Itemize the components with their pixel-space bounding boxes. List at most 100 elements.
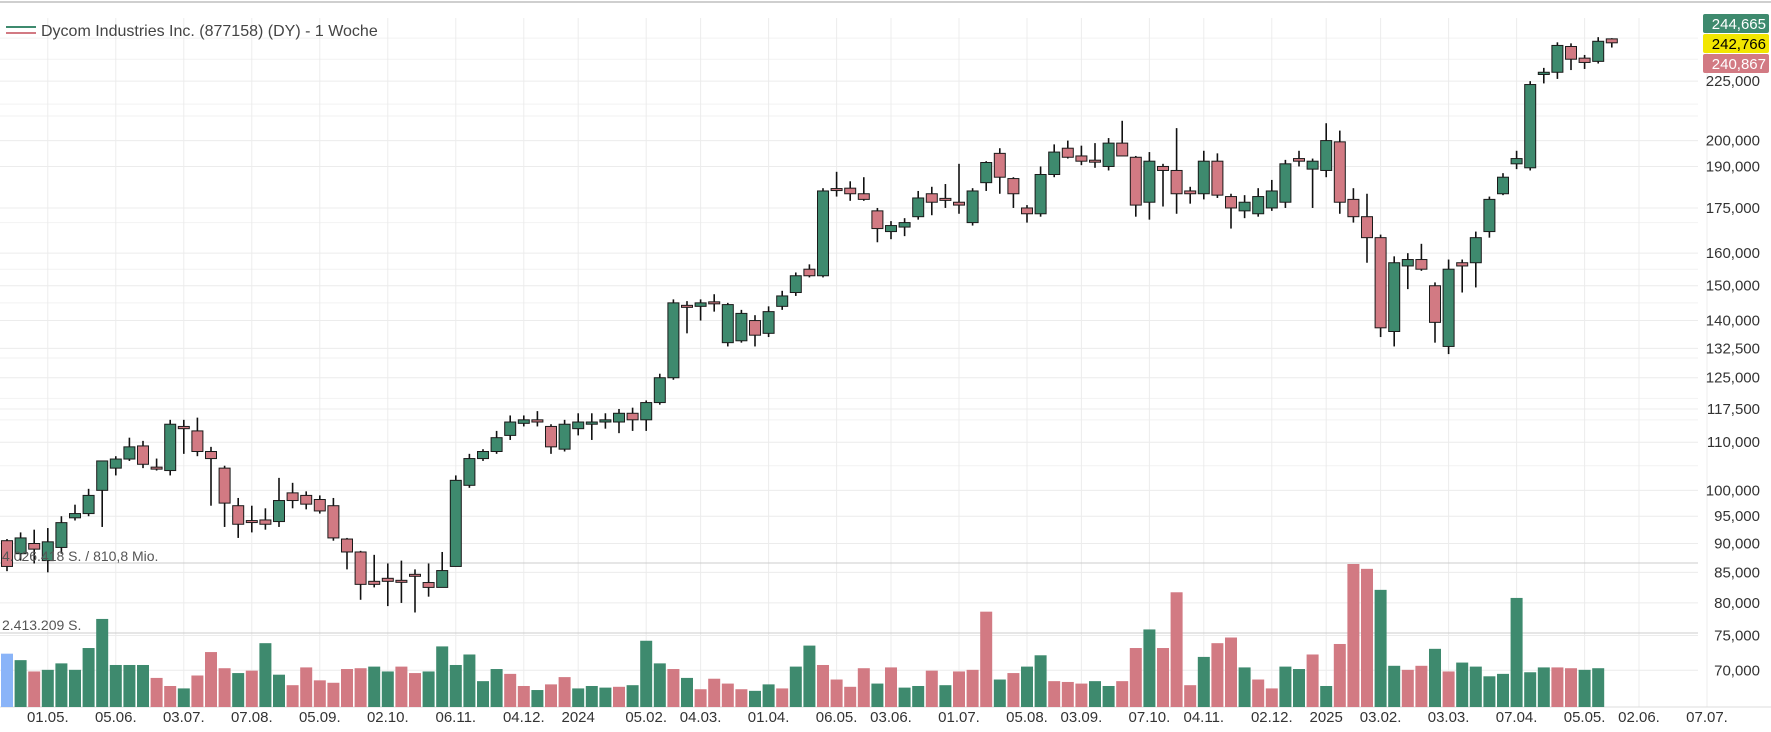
x-tick-label: 05.02. (625, 709, 667, 726)
volume-bar (449, 664, 462, 707)
candle-body (463, 458, 476, 486)
volume-bar (1238, 667, 1251, 707)
candle-body (1129, 156, 1142, 206)
volume-bar (177, 688, 190, 707)
volume-bar (381, 671, 394, 707)
y-tick-label: 100,000 (1706, 482, 1760, 499)
candle-body (980, 162, 993, 184)
y-tick-label: 110,000 (1707, 434, 1760, 451)
volume-bar (694, 689, 707, 707)
candle-body (871, 210, 884, 230)
candle-body (844, 187, 857, 195)
candle-body (1429, 285, 1441, 323)
volume-bar (531, 690, 544, 707)
x-tick-label: 02.10. (367, 709, 409, 726)
candle-body (1021, 207, 1033, 215)
candle-body (708, 301, 721, 305)
candle-body (177, 425, 190, 430)
volume-bar (939, 685, 952, 707)
volume-bar (708, 678, 721, 707)
volume-bar (1211, 643, 1224, 707)
candle-body (585, 421, 598, 425)
legend-title: Dycom Industries Inc. (877158) (DY) - 1 … (41, 23, 378, 40)
candle-body (599, 419, 612, 423)
volume-bar (1089, 681, 1101, 707)
volume-bar (354, 668, 367, 707)
candle-body (1238, 201, 1251, 212)
volume-bar (1265, 688, 1278, 707)
volume-bar (803, 645, 816, 707)
volume-bar (1442, 671, 1455, 707)
candle-body (1197, 160, 1210, 195)
y-tick-label: 117,500 (1707, 401, 1760, 418)
candle-body (830, 188, 843, 192)
grid-layer (0, 1, 1771, 708)
y-tick-label: 150,000 (1706, 278, 1760, 295)
candle-body (164, 423, 177, 472)
x-tick-label: 01.07. (938, 709, 980, 726)
volume-bar (817, 664, 829, 707)
chart-legend[interactable]: Dycom Industries Inc. (877158) (DY) - 1 … (6, 23, 378, 40)
candle-body (504, 421, 517, 436)
candle-body (313, 499, 326, 512)
volume-bar (1374, 589, 1387, 707)
x-tick-label: 05.06. (95, 709, 137, 726)
volume-bar (395, 666, 408, 707)
volume-bar (218, 668, 231, 707)
candle-body (966, 190, 979, 224)
volume-bar (1184, 685, 1197, 707)
volume-bar (1116, 681, 1129, 707)
candle-body (613, 412, 625, 423)
candle-body (409, 573, 421, 577)
candle-body (395, 579, 408, 583)
volume-bar (137, 664, 149, 707)
volume-bar (558, 677, 571, 707)
volume-bar (164, 685, 177, 707)
candle-body (477, 451, 489, 460)
volume-bar (599, 687, 612, 707)
candle-body (1007, 178, 1020, 195)
y-tick-label: 225,000 (1706, 73, 1760, 90)
candle-body (191, 430, 204, 453)
candle-body (1157, 165, 1169, 171)
y-tick-label: 190,000 (1706, 158, 1760, 175)
price-badge (1703, 34, 1769, 53)
volume-bar (1429, 648, 1441, 707)
volume-bar (191, 675, 204, 707)
volume-bar (1333, 643, 1346, 707)
y-tick-label: 160,000 (1706, 245, 1760, 262)
candle-body (572, 421, 585, 430)
price-badge-label: 242,766 (1712, 36, 1766, 53)
volume-bar (953, 671, 965, 707)
volume-bar (735, 689, 748, 707)
volume-label-upper: 4.026.418 S. / 810,8 Mio. (2, 548, 158, 564)
volume-bars (1, 564, 1605, 707)
candle-body (205, 451, 217, 460)
candle-body (1388, 262, 1401, 332)
candle-body (749, 320, 761, 336)
volume-bar (109, 664, 122, 707)
volume-bar (667, 669, 680, 707)
candle-body (1102, 142, 1115, 167)
x-tick-label: 03.03. (1428, 709, 1470, 726)
candle-body (449, 479, 462, 567)
x-tick-label: 04.12. (503, 709, 545, 726)
x-tick-label: 06.11. (436, 709, 477, 726)
candle-body (1265, 190, 1278, 209)
candle-body (735, 312, 748, 342)
candle-body (1048, 151, 1061, 175)
candle-body (912, 197, 925, 218)
candle-body (1442, 268, 1455, 347)
candle-body (1374, 237, 1387, 329)
candle-body (1415, 259, 1428, 270)
candle-body (96, 460, 109, 491)
candle-body (259, 519, 272, 525)
candle-body (55, 522, 68, 548)
volume-bar (585, 685, 598, 707)
volume-bar (789, 666, 802, 707)
candle-body (1184, 190, 1197, 195)
x-tick-label: 03.07. (163, 709, 205, 726)
candle-body (1211, 160, 1224, 196)
